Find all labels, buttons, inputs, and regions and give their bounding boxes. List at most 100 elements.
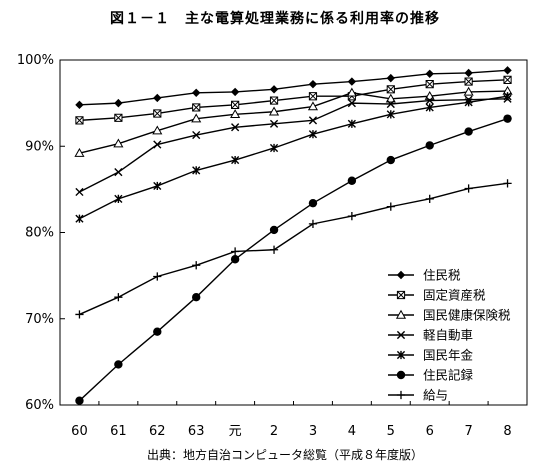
data-point bbox=[503, 66, 512, 75]
data-point bbox=[231, 123, 240, 132]
source-note: 出典：地方自治コンピュータ総覧（平成８年度版） bbox=[146, 448, 423, 462]
legend-label: 国民健康保険税 bbox=[423, 308, 511, 323]
data-point bbox=[308, 219, 318, 228]
data-point bbox=[231, 155, 240, 165]
data-point bbox=[425, 141, 434, 150]
data-point bbox=[503, 114, 512, 123]
data-point bbox=[192, 88, 201, 97]
data-point bbox=[347, 99, 356, 108]
data-point bbox=[75, 310, 84, 319]
legend-marker bbox=[396, 330, 406, 340]
series-5 bbox=[75, 92, 512, 223]
data-point bbox=[268, 106, 280, 116]
legend-label: 住民記録 bbox=[423, 368, 474, 383]
data-point bbox=[464, 98, 473, 107]
data-point bbox=[503, 75, 512, 84]
data-point bbox=[425, 80, 434, 89]
x-tick-label: 60 bbox=[71, 424, 88, 439]
series-line bbox=[79, 69, 508, 106]
y-tick-label: 80% bbox=[25, 226, 54, 241]
data-point bbox=[269, 245, 279, 254]
series-6 bbox=[75, 114, 512, 405]
series-7 bbox=[75, 179, 512, 319]
data-point bbox=[269, 225, 279, 235]
data-point bbox=[464, 77, 473, 86]
data-point bbox=[386, 99, 395, 109]
chart-title: 図１－１ 主な電算処理業務に係る利用率の推移 bbox=[110, 11, 440, 27]
data-point bbox=[153, 140, 162, 149]
y-tick-label: 70% bbox=[25, 312, 54, 327]
legend-marker bbox=[396, 390, 406, 400]
x-tick-label: 元 bbox=[229, 424, 242, 439]
data-point bbox=[269, 143, 279, 153]
data-point bbox=[307, 101, 319, 111]
data-point bbox=[347, 212, 356, 221]
data-point bbox=[386, 73, 395, 83]
legend-item: 住民税 bbox=[388, 268, 461, 283]
data-point bbox=[308, 79, 318, 89]
data-point bbox=[75, 116, 84, 125]
data-point bbox=[464, 68, 473, 78]
data-point bbox=[269, 119, 279, 128]
y-tick-label: 60% bbox=[25, 398, 54, 413]
data-point bbox=[463, 86, 474, 96]
legend-label: 国民年金 bbox=[423, 348, 474, 363]
series-line bbox=[78, 117, 508, 402]
data-point bbox=[386, 85, 395, 94]
data-point bbox=[192, 261, 201, 270]
x-tick-label: 4 bbox=[348, 424, 356, 439]
data-point bbox=[153, 272, 162, 281]
data-point bbox=[308, 198, 318, 208]
data-point bbox=[503, 92, 512, 101]
data-point bbox=[153, 327, 162, 336]
legend-label: 軽自動車 bbox=[423, 328, 473, 343]
data-point bbox=[75, 214, 84, 223]
series-line bbox=[79, 95, 508, 220]
legend-item: 住民記録 bbox=[388, 368, 474, 383]
data-point bbox=[191, 113, 202, 123]
series-1 bbox=[75, 66, 512, 110]
data-point bbox=[114, 98, 123, 108]
data-point bbox=[114, 360, 123, 369]
data-point bbox=[231, 247, 240, 256]
legend-item: 給与 bbox=[388, 388, 448, 403]
legend-label: 給与 bbox=[423, 388, 448, 403]
data-point bbox=[230, 87, 240, 97]
legend-item: 国民年金 bbox=[388, 348, 474, 363]
data-point bbox=[153, 93, 162, 103]
data-point bbox=[114, 113, 123, 122]
data-point bbox=[75, 187, 84, 197]
legend-marker bbox=[396, 290, 406, 300]
x-tick-label: 63 bbox=[188, 424, 205, 439]
data-point bbox=[192, 292, 201, 302]
series-line bbox=[79, 182, 508, 316]
x-tick-label: 61 bbox=[110, 424, 127, 439]
y-tick-label: 100% bbox=[17, 53, 54, 68]
data-point bbox=[75, 396, 84, 405]
legend-item: 固定資産税 bbox=[388, 288, 486, 303]
data-point bbox=[425, 194, 434, 203]
data-point bbox=[347, 119, 356, 128]
data-point bbox=[153, 109, 162, 118]
series-line bbox=[79, 98, 508, 193]
x-tick-label: 2 bbox=[270, 424, 278, 439]
legend-marker bbox=[396, 350, 406, 360]
series-line bbox=[79, 90, 508, 154]
data-point bbox=[192, 166, 201, 175]
data-point bbox=[74, 147, 85, 157]
series-4 bbox=[75, 94, 512, 197]
data-point bbox=[114, 293, 123, 302]
y-tick-label: 90% bbox=[25, 139, 54, 154]
series-2 bbox=[75, 75, 512, 125]
data-point bbox=[152, 125, 163, 135]
data-point bbox=[308, 92, 318, 101]
data-point bbox=[464, 127, 473, 136]
series-3 bbox=[74, 85, 513, 157]
data-point bbox=[347, 176, 357, 185]
series-line bbox=[79, 79, 508, 122]
data-point bbox=[425, 96, 434, 105]
data-point bbox=[192, 130, 201, 140]
